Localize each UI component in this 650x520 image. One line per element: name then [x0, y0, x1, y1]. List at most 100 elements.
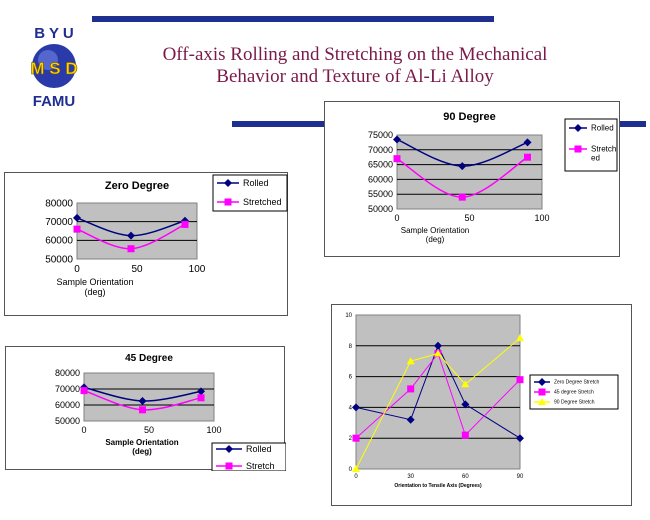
data-point [127, 245, 135, 253]
y-tick-label: 50000 [55, 416, 80, 426]
x-tick-label: 50 [464, 213, 474, 223]
legend-label: 90 Degree Stretch [554, 400, 595, 406]
legend-label: Rolled [246, 444, 272, 454]
chart-zero-degree: Zero Degree 50000 60000 70000 80000 0 50 100 Sam… [4, 172, 288, 316]
plot-area [355, 314, 521, 470]
data-point [406, 415, 415, 424]
msd-logo: B Y U M S D FAMU [8, 18, 100, 110]
chart-45-svg: 45 Degree 50000 60000 70000 80000 0 50 100 Sampl… [55, 353, 287, 472]
chart-title: Zero Degree [105, 180, 169, 192]
legend-marker [538, 388, 546, 396]
data-point [516, 434, 524, 443]
logo-bottom-text: FAMU [33, 93, 76, 110]
y-tick-label: 80000 [55, 368, 80, 378]
y-tick-label: 70000 [55, 384, 80, 394]
y-tick-label: 6 [349, 375, 353, 381]
data-point [461, 380, 470, 388]
chart-stretch-comparison: 0 2 4 6 8 10 0 30 60 90 Orientation to Tensile Axi… [331, 304, 632, 506]
legend-label: ed [591, 154, 600, 163]
data-point [461, 431, 469, 439]
y-tick-label: 2 [349, 436, 353, 442]
y-tick-label: 50000 [368, 204, 393, 214]
x-axis-label: (deg) [426, 235, 445, 244]
x-tick-label: 0 [81, 425, 86, 435]
y-tick-label: 10 [345, 313, 352, 319]
x-axis-label: Sample Orientation [401, 226, 469, 235]
x-tick-label: 0 [74, 264, 80, 275]
y-tick-label: 60000 [45, 236, 73, 247]
y-tick-label: 75000 [368, 130, 393, 140]
data-point [458, 193, 466, 201]
x-axis-label: Sample Orientation [105, 438, 178, 447]
y-tick-label: 60000 [368, 174, 393, 184]
x-tick-label: 30 [407, 474, 414, 480]
x-tick-label: 100 [206, 425, 221, 435]
data-point [139, 406, 146, 414]
data-point [407, 385, 415, 393]
y-tick-label: 65000 [368, 160, 393, 170]
legend-marker [225, 462, 233, 470]
x-tick-label: 100 [189, 264, 206, 275]
data-point [197, 387, 205, 396]
y-tick-label: 0 [349, 467, 353, 473]
x-axis-label: (deg) [84, 287, 105, 297]
data-point [461, 400, 470, 409]
data-point [181, 216, 189, 225]
chart-stretch-svg: 0 2 4 6 8 10 0 30 60 90 Orientation to Tensile Axi… [345, 313, 619, 489]
x-axis-label: Sample Orientation [56, 277, 133, 287]
data-point [524, 153, 531, 161]
x-tick-label: 90 [517, 474, 524, 480]
legend-marker [538, 398, 546, 405]
plot-area [83, 372, 215, 422]
legend-label: Zero Degree Stretch [554, 380, 600, 386]
legend-marker [225, 445, 233, 453]
chart-title: 90 Degree [443, 111, 496, 123]
data-point [138, 397, 147, 405]
data-point [434, 349, 442, 357]
data-point [393, 135, 401, 144]
data-point [181, 220, 189, 228]
y-tick-label: 4 [349, 405, 353, 411]
x-axis-label: Orientation to Tensile Axis (Degrees) [394, 483, 482, 489]
y-tick-label: 50000 [45, 254, 73, 265]
data-point [406, 357, 415, 365]
logo-top-text: B Y U [34, 25, 73, 42]
x-tick-label: 100 [534, 213, 549, 223]
x-tick-label: 60 [462, 474, 469, 480]
slide-title: Off-axis Rolling and Stretching on the M… [120, 44, 590, 88]
data-point [516, 334, 524, 342]
y-tick-label: 80000 [45, 198, 73, 209]
data-point [80, 387, 88, 395]
legend-label: 45 degree Stretch [554, 390, 594, 396]
y-tick-label: 8 [349, 344, 353, 350]
legend-marker [538, 378, 546, 386]
chart-90-svg: 90 Degree 50000 55000 60000 65000 70000 75000 0… [368, 111, 618, 244]
chart-45-degree: 45 Degree 50000 60000 70000 80000 0 50 100 Sampl… [5, 346, 287, 472]
data-point [516, 376, 524, 384]
legend-marker [224, 179, 232, 187]
legend-label: Stretched [243, 197, 282, 207]
y-tick-label: 60000 [55, 400, 80, 410]
legend-marker [574, 124, 582, 132]
x-tick-label: 50 [144, 425, 154, 435]
data-point [197, 394, 205, 402]
data-point [523, 138, 532, 147]
legend-label: Stretch [591, 145, 616, 154]
data-point [352, 434, 360, 442]
plot-area [76, 202, 198, 260]
data-point [458, 162, 467, 171]
data-point [434, 341, 442, 350]
data-point [73, 213, 81, 222]
chart-90-degree: 90 Degree 50000 55000 60000 65000 70000 75000 0… [324, 101, 620, 257]
legend-label: Rolled [243, 178, 269, 188]
data-point [352, 465, 360, 472]
legend-label: Stretch [246, 461, 275, 471]
data-point [73, 225, 81, 233]
legend-label: Rolled [591, 124, 614, 133]
chart-title: 45 Degree [125, 353, 173, 364]
y-tick-label: 55000 [368, 189, 393, 199]
y-tick-label: 70000 [45, 217, 73, 228]
chart-zero-svg: Zero Degree 50000 60000 70000 80000 0 50 100 Sam… [45, 174, 288, 297]
top-decor-bar [92, 16, 494, 22]
data-point [393, 155, 401, 163]
